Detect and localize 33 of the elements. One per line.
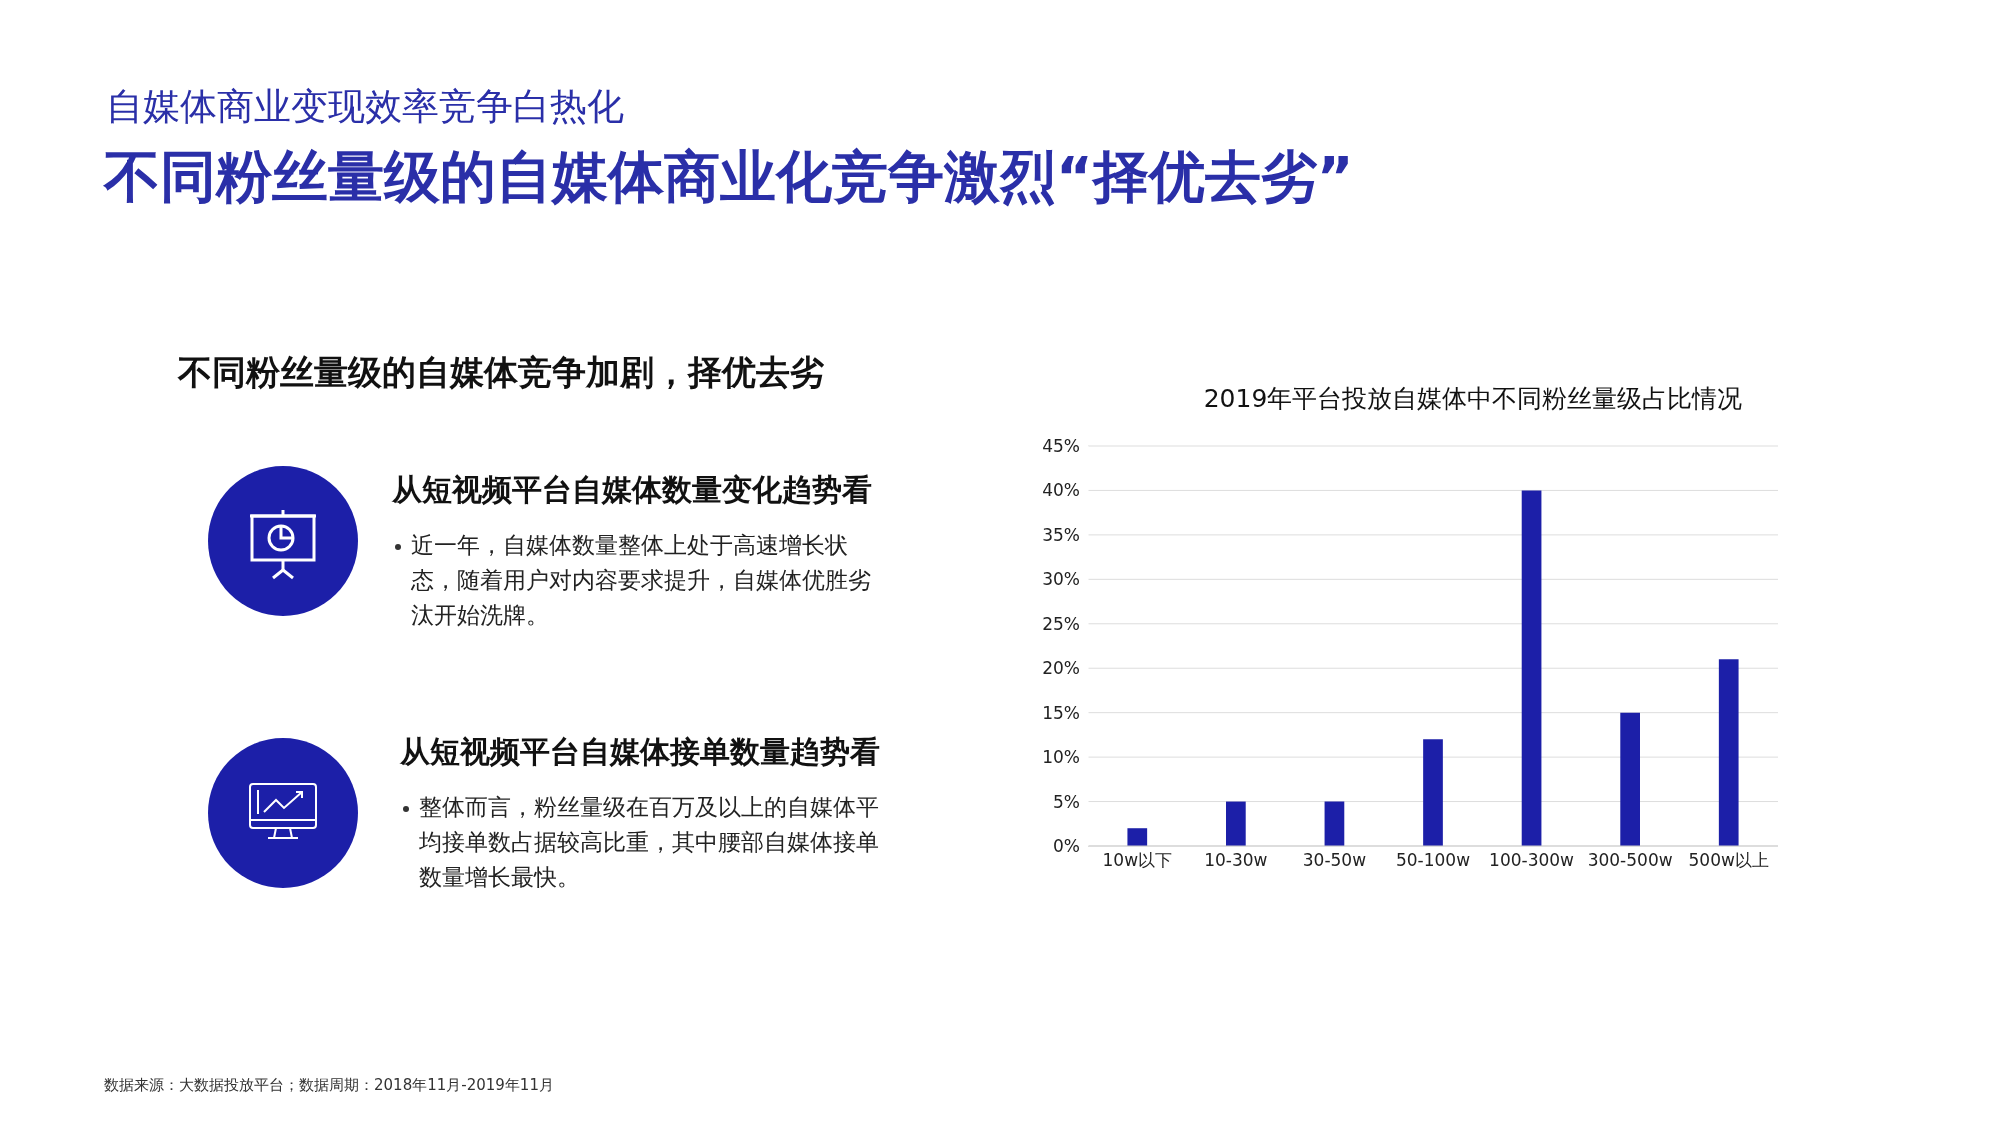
x-tick-label: 10-30w: [1204, 850, 1268, 871]
y-tick-label: 45%: [1042, 436, 1080, 457]
x-tick-label: 500w以上: [1688, 850, 1769, 871]
y-tick-label: 40%: [1042, 480, 1080, 501]
y-tick-label: 0%: [1053, 836, 1080, 857]
source-note: 数据来源：大数据投放平台；数据周期：2018年11月-2019年11月: [104, 1076, 554, 1095]
bar: [1620, 712, 1640, 846]
x-tick-label: 100-300w: [1489, 850, 1575, 871]
bar: [1521, 490, 1542, 846]
bar: [1423, 739, 1443, 846]
x-tick-label: 10w以下: [1102, 850, 1173, 871]
text: 近一年，自媒体数量整体上处于高速增长状态，随着用户对内容要求提升，自媒体优胜劣汰开始洗牌。: [411, 531, 872, 630]
y-tick-label: 20%: [1042, 658, 1080, 679]
x-tick-label: 50-100w: [1395, 850, 1471, 871]
chart-title: 2019年平台投放自媒体中不同粉丝量级占比情况: [1202, 383, 1744, 415]
bar: [1324, 801, 1345, 846]
bar: [1127, 828, 1148, 846]
text: 不同粉丝量级的自媒体竞争加剧，择优去劣: [178, 351, 824, 394]
y-tick-label: 15%: [1042, 702, 1080, 723]
text: 整体而言，粉丝量级在百万及以上的自媒体平均接单数占据较高比重，其中腰部自媒体接单数量增长最快。: [419, 793, 880, 892]
y-tick-label: 5%: [1053, 791, 1080, 812]
y-tick-label: 10%: [1042, 747, 1080, 768]
text: 从短视频平台自媒体数量变化趋势看: [392, 471, 872, 509]
y-tick-label: 25%: [1042, 613, 1080, 634]
y-tick-label: 35%: [1042, 524, 1080, 545]
text: 从短视频平台自媒体接单数量趋势看: [400, 733, 880, 771]
bar: [1226, 801, 1246, 846]
y-tick-label: 30%: [1042, 569, 1080, 590]
x-tick-label: 30-50w: [1302, 850, 1367, 871]
text: 不同粉丝量级的自媒体商业化竞争激烈“择优去劣”: [104, 143, 1354, 211]
x-tick-label: 300-500w: [1587, 850, 1673, 871]
text: 自媒体商业变现效率竞争白热化: [106, 84, 624, 130]
bar: [1718, 659, 1739, 846]
